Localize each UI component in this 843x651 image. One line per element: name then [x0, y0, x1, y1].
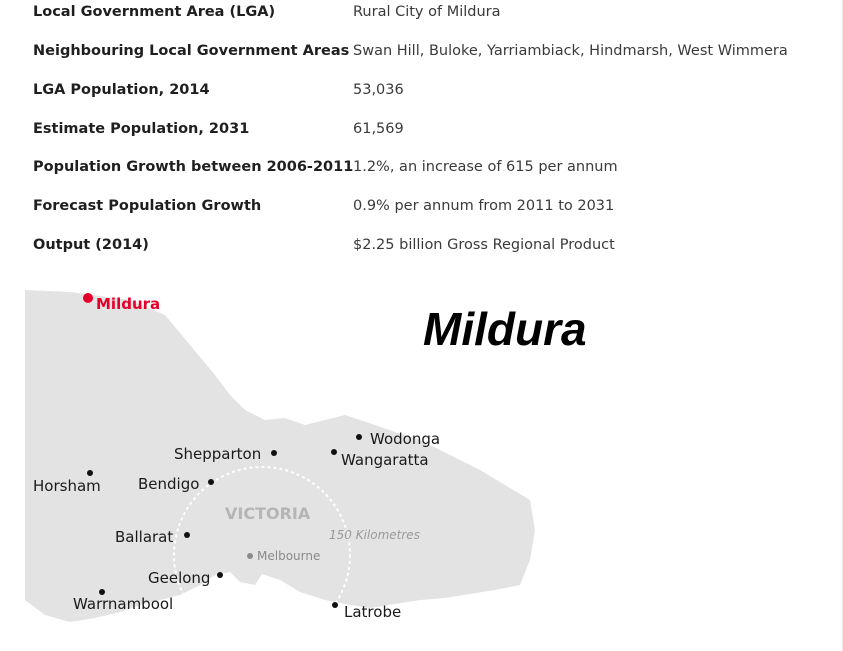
row-label: Neighbouring Local Government Areas	[33, 43, 350, 59]
wodonga-label: Wodonga	[370, 430, 440, 448]
geelong-dot-icon	[217, 572, 223, 578]
latrobe-dot-icon	[332, 602, 338, 608]
table-row: Local Government Area (LGA) Rural City o…	[0, 4, 840, 26]
table-row: Output (2014) $2.25 billion Gross Region…	[0, 237, 840, 259]
row-value: Swan Hill, Buloke, Yarriambiack, Hindmar…	[353, 43, 788, 59]
shepparton-label: Shepparton	[174, 445, 261, 463]
wangaratta-label: Wangaratta	[341, 451, 429, 469]
row-value: 53,036	[353, 82, 404, 98]
row-value: $2.25 billion Gross Regional Product	[353, 237, 615, 253]
mildura-label: Mildura	[96, 295, 160, 313]
mildura-marker-icon	[83, 293, 93, 303]
horsham-label: Horsham	[33, 477, 101, 495]
table-row: Population Growth between 2006-2011 1.2%…	[0, 159, 840, 181]
radius-circle	[173, 466, 351, 644]
victoria-landmass	[25, 290, 535, 622]
map-heading: Mildura	[423, 303, 587, 355]
warrnambool-dot-icon	[99, 589, 105, 595]
horsham-dot-icon	[87, 470, 93, 476]
row-value: Rural City of Mildura	[353, 4, 501, 20]
wangaratta-dot-icon	[331, 449, 337, 455]
row-value: 0.9% per annum from 2011 to 2031	[353, 198, 615, 214]
row-label: LGA Population, 2014	[33, 82, 210, 98]
table-row: Neighbouring Local Government Areas Swan…	[0, 43, 840, 65]
melbourne-label: Melbourne	[257, 549, 320, 563]
radius-label: 150 Kilometres	[329, 528, 420, 542]
wodonga-dot-icon	[356, 434, 362, 440]
table-row: Estimate Population, 2031 61,569	[0, 121, 840, 143]
row-label: Forecast Population Growth	[33, 198, 262, 214]
row-label: Population Growth between 2006-2011	[33, 159, 354, 175]
table-row: Forecast Population Growth 0.9% per annu…	[0, 198, 840, 220]
latrobe-label: Latrobe	[344, 603, 401, 621]
row-label: Local Government Area (LGA)	[33, 4, 276, 20]
shepparton-dot-icon	[271, 450, 277, 456]
bendigo-dot-icon	[208, 479, 214, 485]
row-value: 1.2%, an increase of 615 per annum	[353, 159, 618, 175]
ballarat-label: Ballarat	[115, 528, 173, 546]
table-row: LGA Population, 2014 53,036	[0, 82, 840, 104]
geelong-label: Geelong	[148, 569, 210, 587]
row-label: Estimate Population, 2031	[33, 121, 250, 137]
region-label: VICTORIA	[225, 504, 311, 523]
ballarat-dot-icon	[184, 532, 190, 538]
row-value: 61,569	[353, 121, 404, 137]
row-label: Output (2014)	[33, 237, 149, 253]
bendigo-label: Bendigo	[138, 475, 199, 493]
warrnambool-label: Warrnambool	[73, 595, 173, 613]
melbourne-dot-icon	[247, 553, 253, 559]
